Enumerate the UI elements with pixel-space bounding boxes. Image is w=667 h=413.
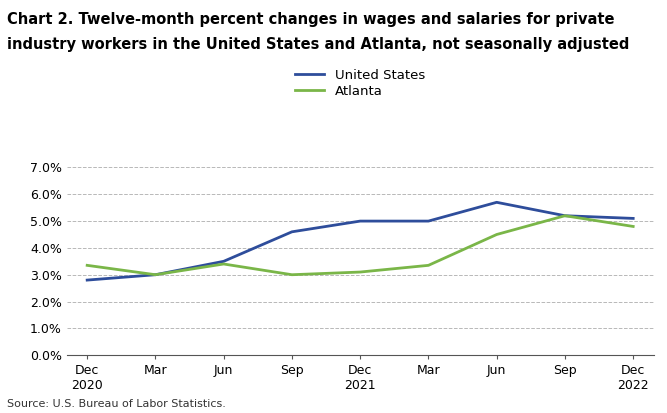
Line: Atlanta: Atlanta: [87, 216, 633, 275]
United States: [424, 218, 432, 223]
Text: Source: U.S. Bureau of Labor Statistics.: Source: U.S. Bureau of Labor Statistics.: [7, 399, 225, 409]
Atlanta: [83, 263, 91, 268]
Atlanta: [219, 261, 227, 266]
Text: Chart 2. Twelve-month percent changes in wages and salaries for private: Chart 2. Twelve-month percent changes in…: [7, 12, 614, 27]
United States: [629, 216, 637, 221]
Atlanta: [561, 213, 569, 218]
United States: [83, 278, 91, 282]
Atlanta: [629, 224, 637, 229]
Text: industry workers in the United States and Atlanta, not seasonally adjusted: industry workers in the United States an…: [7, 37, 629, 52]
Atlanta: [288, 272, 296, 277]
Atlanta: [151, 272, 159, 277]
United States: [151, 272, 159, 277]
Line: United States: United States: [87, 202, 633, 280]
United States: [561, 213, 569, 218]
United States: [288, 229, 296, 234]
Legend: United States, Atlanta: United States, Atlanta: [295, 69, 425, 98]
United States: [219, 259, 227, 264]
Atlanta: [493, 232, 501, 237]
Atlanta: [356, 270, 364, 275]
United States: [493, 200, 501, 205]
United States: [356, 218, 364, 223]
Atlanta: [424, 263, 432, 268]
